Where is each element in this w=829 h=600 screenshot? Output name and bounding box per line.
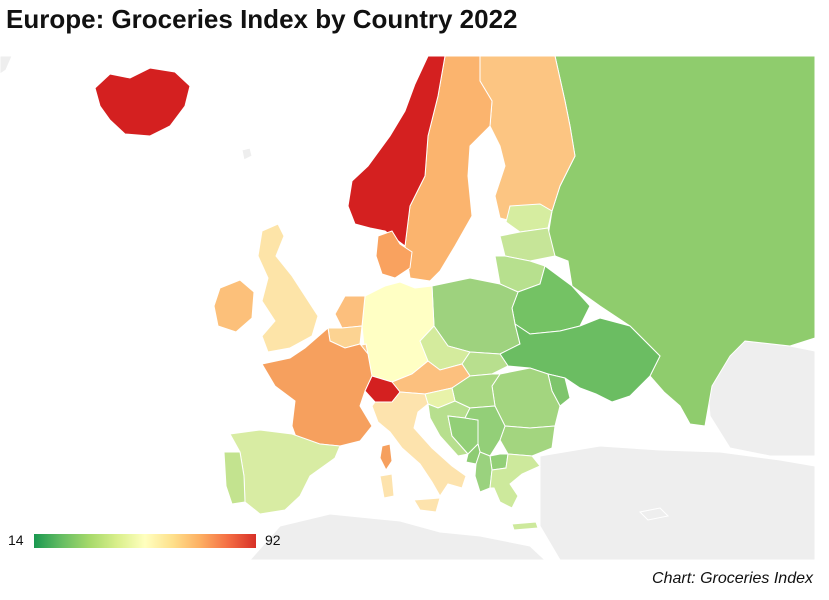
legend-color-bar	[34, 534, 256, 548]
region-crete	[511, 521, 539, 531]
region-greece	[489, 453, 541, 509]
region-sicily	[413, 497, 441, 513]
region-slovakia	[461, 351, 509, 377]
legend-max-label: 92	[265, 532, 281, 548]
region-italy	[371, 391, 467, 497]
region-norway	[347, 56, 446, 247]
map-area	[0, 56, 829, 560]
region-latvia	[499, 227, 556, 262]
region-bulgaria	[499, 425, 556, 457]
region-corsica	[379, 443, 393, 471]
region-iceland	[94, 67, 191, 137]
region-ireland	[213, 279, 255, 333]
region-uk	[257, 223, 319, 353]
region-denmark	[375, 230, 413, 279]
no-data-greenland-tip	[0, 56, 13, 75]
region-sardinia	[379, 473, 395, 499]
no-data-turkey	[539, 445, 816, 560]
region-france	[261, 327, 373, 449]
countries	[94, 56, 816, 531]
region-netherlands	[334, 295, 366, 329]
chart-credit: Chart: Groceries Index	[652, 570, 813, 587]
region-albania	[474, 451, 493, 493]
no-data-svalbard	[241, 147, 253, 161]
no-data-africa	[249, 513, 546, 560]
no-data-cyprus	[638, 507, 670, 521]
chart-title: Europe: Groceries Index by Country 2022	[6, 4, 518, 34]
no-data-land	[0, 56, 816, 560]
region-estonia	[505, 203, 553, 233]
legend-min-label: 14	[8, 532, 24, 548]
region-portugal	[223, 451, 246, 505]
